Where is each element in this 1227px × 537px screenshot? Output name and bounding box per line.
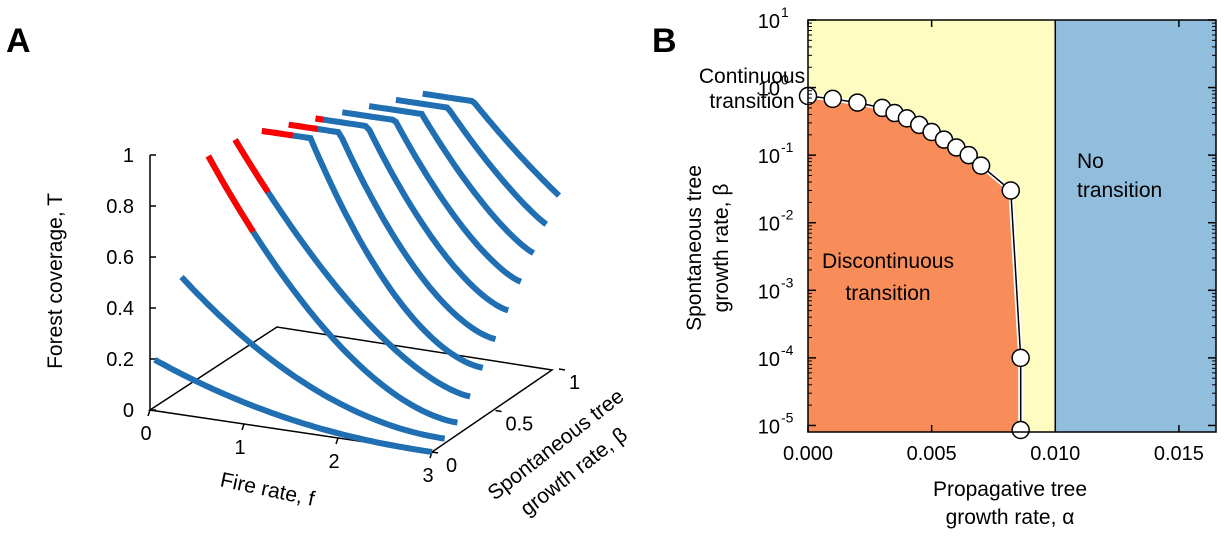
b-y-tick-exponent: -2 xyxy=(781,207,794,223)
panel-b-letter: B xyxy=(652,22,677,60)
b-y-tick-label: 10 xyxy=(758,214,780,236)
unstable-branch xyxy=(315,115,324,123)
discontinuous-label-2: transition xyxy=(845,282,930,305)
b-x-tick-label: 0.000 xyxy=(783,443,833,465)
z-tick-label: 1 xyxy=(123,145,134,167)
no-transition-region xyxy=(1055,20,1216,432)
curve-beta-0.1 xyxy=(179,274,446,442)
curve-beta-1 xyxy=(422,90,562,198)
b-y-tick-exponent: -5 xyxy=(781,409,794,425)
x-tick xyxy=(147,409,151,417)
unstable-branch xyxy=(232,138,271,194)
b-y-tick-label: 10 xyxy=(758,79,780,101)
b-y-tick-exponent: 0 xyxy=(781,72,789,88)
x-tick-label: 2 xyxy=(328,451,339,473)
b-y-label-1: Spontaneous tree xyxy=(683,165,706,331)
discontinuous-region xyxy=(808,96,1021,432)
b-y-tick-label: 10 xyxy=(758,11,780,33)
b-y-tick-label: 10 xyxy=(758,281,780,303)
unstable-branch xyxy=(205,154,256,234)
z-tick-label: 0.2 xyxy=(106,349,134,371)
curve-beta-0.4 xyxy=(261,127,484,371)
b-x-tick-label: 0.015 xyxy=(1154,443,1204,465)
boundary-point xyxy=(971,156,991,175)
z-tick-label: 0 xyxy=(123,400,134,422)
continuous-label-1: Continuous xyxy=(699,65,805,88)
z-ticks: 0 0.2 0.4 0.6 0.8 1 xyxy=(106,145,156,422)
boundary-point xyxy=(823,89,842,109)
x-tick-label: 0 xyxy=(140,423,151,445)
z-tick-label: 0.4 xyxy=(106,298,134,320)
z-tick-label: 0.6 xyxy=(106,247,134,269)
x-tick xyxy=(335,437,339,445)
curve-beta-0 xyxy=(153,357,433,455)
discontinuous-label-1: Discontinuous xyxy=(822,250,954,273)
boundary-point xyxy=(848,93,867,112)
b-y-tick-exponent: -3 xyxy=(781,274,794,290)
b-y-label-2: growth rate, β xyxy=(710,184,733,313)
b-y-tick-label: 10 xyxy=(758,146,780,168)
unstable-branch xyxy=(261,127,294,139)
b-y-tick-exponent: 1 xyxy=(781,4,789,20)
boundary-point xyxy=(959,145,978,165)
curve-beta-0.9 xyxy=(395,96,549,227)
boundary-points xyxy=(798,86,1030,440)
z-axis-label: Forest coverage, T xyxy=(44,193,67,369)
z-tick-label: 0.8 xyxy=(106,196,134,218)
boundary-point xyxy=(1001,181,1021,200)
panel-a-letter: A xyxy=(6,22,31,60)
y-tick-label: 0 xyxy=(446,455,457,477)
y-tick-label: 0.5 xyxy=(506,414,534,436)
no-transition-label-1: No xyxy=(1077,150,1104,173)
y-tick xyxy=(558,368,566,371)
curve-beta-0.5 xyxy=(288,121,497,342)
b-x-label-2: growth rate, α xyxy=(946,506,1075,529)
b-x-tick-label: 0.005 xyxy=(907,443,957,465)
y-tick xyxy=(431,451,439,454)
y-ticks: 00.51 xyxy=(431,368,580,477)
x-tick-label: 3 xyxy=(422,465,433,487)
x-axis-label: Fire rate, f xyxy=(218,468,317,510)
curve-beta-0.7 xyxy=(341,109,523,285)
b-x-label-1: Propagative tree xyxy=(933,478,1087,501)
curve-beta-0.3 xyxy=(232,138,471,400)
b-y-tick-exponent: -1 xyxy=(781,139,794,155)
b-y-tick-exponent: -4 xyxy=(781,342,794,358)
boundary-point xyxy=(1011,348,1030,368)
x-tick xyxy=(241,423,245,431)
x-ticks: 0 1 2 3 xyxy=(140,409,434,487)
b-x-tick-label: 0.010 xyxy=(1030,443,1080,465)
y-tick-label: 1 xyxy=(569,372,580,394)
boundary-point xyxy=(1011,420,1030,440)
b-y-tick-label: 10 xyxy=(758,349,780,371)
unstable-branch xyxy=(288,121,319,132)
curves-3d xyxy=(153,90,562,455)
curve-beta-0.8 xyxy=(368,103,536,256)
no-transition-label-2: transition xyxy=(1077,179,1162,202)
curve-beta-0.2 xyxy=(205,154,458,426)
curve-beta-0.6 xyxy=(315,115,510,314)
continuous-label-2: transition xyxy=(709,90,794,113)
x-tick-label: 1 xyxy=(234,437,245,459)
y-tick xyxy=(495,409,502,413)
b-y-tick-label: 10 xyxy=(758,416,780,438)
